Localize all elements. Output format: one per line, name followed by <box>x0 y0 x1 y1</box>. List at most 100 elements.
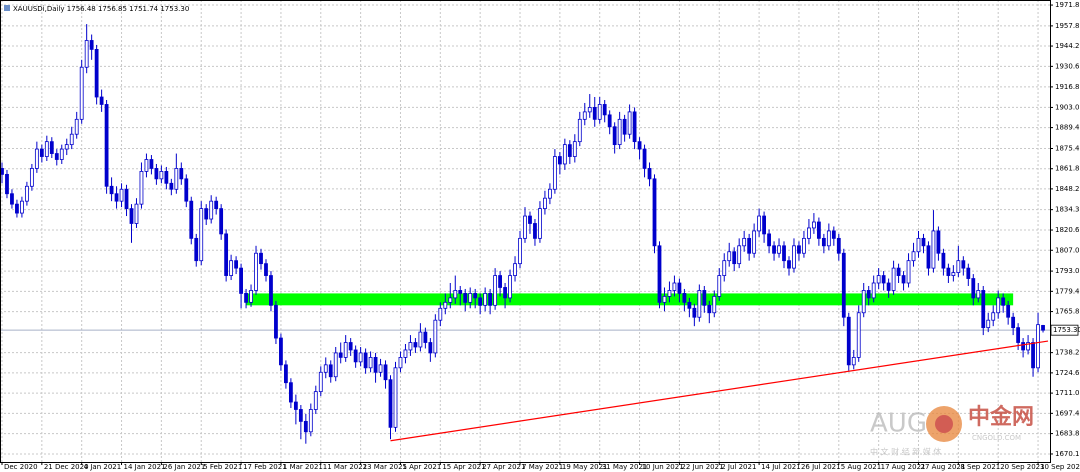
x-tick-label: 31 May 2021 <box>602 463 648 471</box>
candle-body <box>861 290 866 314</box>
candle-body <box>792 245 796 269</box>
candle-body <box>548 188 552 199</box>
plot-area <box>0 0 1050 462</box>
candle-body <box>846 316 851 366</box>
candle-body <box>986 319 991 329</box>
header-icon <box>4 5 10 11</box>
candle-body <box>692 307 697 318</box>
candle-body <box>1041 325 1045 331</box>
x-tick-label: 26 Jul 2021 <box>801 463 841 471</box>
candle-body <box>498 275 502 288</box>
header-text: XAUUSDi,Daily 1756.48 1756.85 1751.74 17… <box>13 5 189 13</box>
candle-body <box>348 342 353 351</box>
high-label: 1756.85 <box>98 5 127 13</box>
candle-body <box>284 364 288 384</box>
candle-body <box>378 364 383 373</box>
candle-body <box>737 245 742 265</box>
candle-body <box>408 342 413 351</box>
candle-body <box>717 275 722 297</box>
y-tick-label: 1834.30 <box>1055 206 1080 214</box>
candle-body <box>368 356 373 369</box>
candle-body <box>443 301 448 309</box>
low-label: 1751.74 <box>129 5 158 13</box>
candle-body <box>15 203 19 214</box>
candle-body <box>712 295 717 314</box>
candle-body <box>886 282 891 291</box>
y-tick-label: 1765.80 <box>1055 308 1080 316</box>
candle-body <box>956 260 961 273</box>
candle-body <box>727 251 732 262</box>
candle-body <box>757 215 762 232</box>
x-tick-label: 10 Jun 2021 <box>642 463 684 471</box>
candle-body <box>926 245 931 269</box>
x-tick-label: 27 Apr 2021 <box>482 463 525 471</box>
candle-body <box>254 252 258 291</box>
candle-body <box>458 290 463 294</box>
x-tick-label: 14 Jul 2021 <box>761 463 801 471</box>
watermark-slogan: 中 文 财 经 新 媒 体 <box>870 447 941 457</box>
y-tick-label: 1916.80 <box>1055 83 1080 91</box>
candle-body <box>831 230 836 239</box>
y-tick-label: 1944.25 <box>1055 42 1080 50</box>
candle-body <box>264 263 268 276</box>
x-tick-label: 7 May 2021 <box>522 463 563 471</box>
candle-body <box>632 111 637 143</box>
watermark-brand: AUG <box>870 409 927 439</box>
candle-body <box>214 200 219 210</box>
candle-body <box>667 290 672 297</box>
candle-body <box>552 156 557 190</box>
candle-body <box>587 107 592 113</box>
candle-body <box>582 111 587 120</box>
candle-body <box>413 342 418 348</box>
candle-body <box>428 342 433 354</box>
x-tick-label: 19 May 2021 <box>562 463 608 471</box>
candle-body <box>169 182 174 190</box>
candle-body <box>807 227 811 239</box>
candle-body <box>10 193 14 205</box>
candle-body <box>652 178 657 247</box>
candle-body <box>951 272 956 276</box>
candle-body <box>189 200 194 239</box>
candle-body <box>1011 316 1016 329</box>
candle-body <box>39 148 44 157</box>
x-tick-label: Dec 2020 <box>4 463 38 471</box>
header: XAUUSDi,Daily 1756.48 1756.85 1751.74 17… <box>4 5 189 13</box>
close-label: 1753.30 <box>160 5 189 13</box>
candle-body <box>34 148 39 169</box>
candle-body <box>159 171 164 180</box>
x-tick-label: 22 Jun 2021 <box>681 463 723 471</box>
candle-body <box>353 349 358 363</box>
candle-body <box>637 141 642 150</box>
candle-body <box>24 185 29 202</box>
x-tick-label: 27 Aug 2021 <box>921 463 966 471</box>
y-tick-label: 1971.80 <box>1055 1 1080 9</box>
candle-body <box>318 371 323 393</box>
x-tick-label: 5 Apr 2021 <box>402 463 441 471</box>
candle-body <box>393 367 398 428</box>
candle-body <box>74 118 79 135</box>
candle-body <box>139 171 144 205</box>
x-tick-label: 23 Mar 2021 <box>363 463 407 471</box>
candle-body <box>109 185 114 195</box>
candle-body <box>662 295 667 303</box>
candle-body <box>677 282 682 294</box>
candle-body <box>672 282 677 291</box>
candle-body <box>293 401 298 410</box>
y-tick-label: 1683.80 <box>1055 430 1080 438</box>
candle-body <box>841 252 846 318</box>
candle-body <box>538 208 542 239</box>
candle-body <box>777 245 781 254</box>
candle-body <box>1021 342 1026 351</box>
candle-body <box>1026 342 1030 351</box>
candle-body <box>388 379 393 428</box>
candle-body <box>184 178 189 202</box>
candle-body <box>1001 297 1006 306</box>
plot-frame <box>0 0 1051 463</box>
candle-body <box>438 307 443 321</box>
candle-body <box>64 144 69 150</box>
candle-body <box>911 251 916 262</box>
candle-body <box>363 352 368 369</box>
x-tick-label: 11 Mar 2021 <box>323 463 367 471</box>
candle-body <box>244 293 248 303</box>
candle-body <box>279 337 283 366</box>
